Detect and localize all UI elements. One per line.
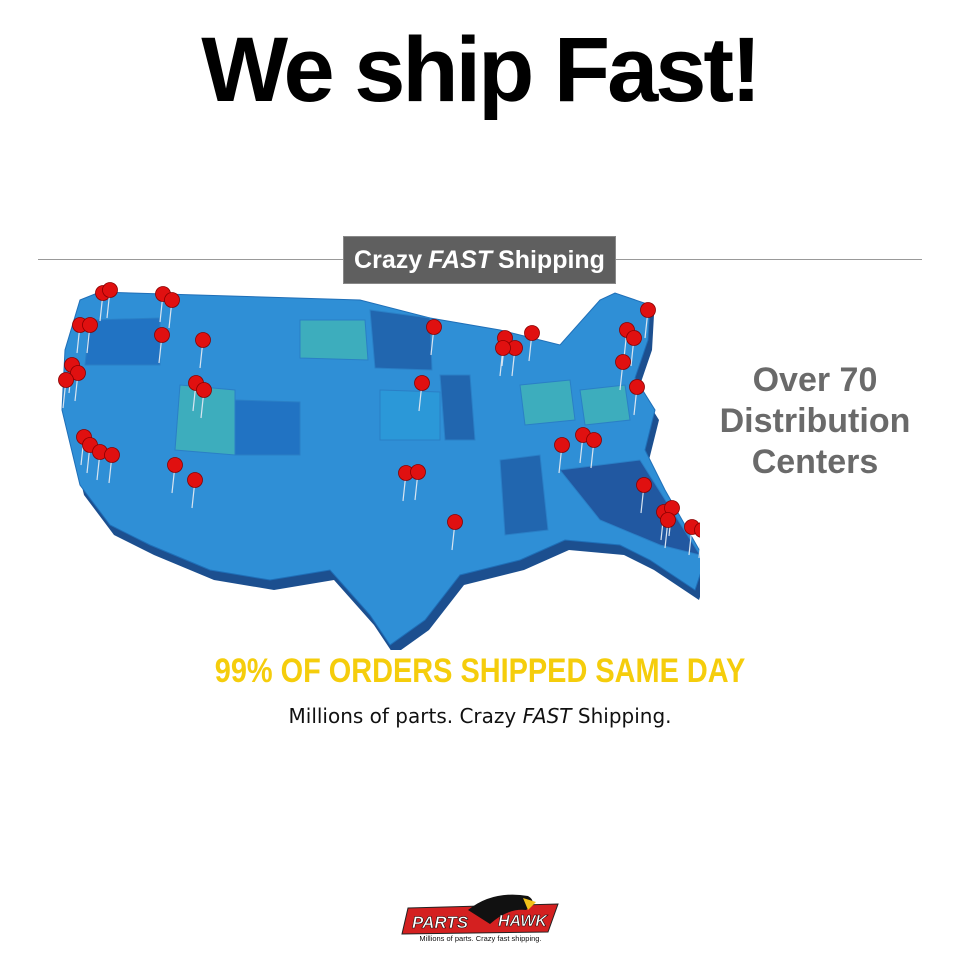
map-pin-icon (447, 514, 463, 530)
map-pin-icon (640, 302, 656, 318)
map-pin-icon (660, 512, 676, 528)
side-line-2: Distribution (719, 402, 911, 440)
divider-right (616, 259, 922, 260)
map-pin-icon (187, 472, 203, 488)
map-pin-icon (102, 282, 118, 298)
map-pin-icon (554, 437, 570, 453)
tagline-emphasis: FAST (522, 704, 572, 728)
map-pin-icon (495, 340, 511, 356)
tagline-suffix: Shipping. (571, 704, 672, 728)
badge-emphasis: FAST (428, 245, 493, 274)
map-pin-icon (586, 432, 602, 448)
pin-needle (698, 543, 700, 559)
map-pin-icon (524, 325, 540, 341)
map-pin-icon (164, 292, 180, 308)
badge-prefix: Crazy (354, 245, 423, 274)
tagline: Millions of parts. Crazy FAST Shipping. (0, 704, 960, 728)
map-pin-icon (196, 382, 212, 398)
map-pin-icon (694, 522, 700, 538)
map-pin-icon (82, 317, 98, 333)
map-pin-icon (195, 332, 211, 348)
logo-left-text: PARTS (412, 913, 469, 932)
side-line-1: Over 70 (752, 361, 878, 399)
distribution-centers-text: Over 70 Distribution Centers (700, 360, 930, 483)
badge-suffix: Shipping (498, 245, 605, 274)
map-pin-icon (104, 447, 120, 463)
map-pin-icon (626, 330, 642, 346)
headline: We ship Fast! (201, 19, 761, 121)
same-day-stat: 99% OF ORDERS SHIPPED SAME DAY (214, 652, 746, 690)
side-line-3: Centers (751, 443, 879, 481)
map-pin-icon (154, 327, 170, 343)
divider-left (38, 259, 343, 260)
logo-tagline: Millions of parts. Crazy fast shipping. (419, 934, 542, 943)
usa-outline (61, 291, 700, 646)
map-pin-icon (636, 477, 652, 493)
logo-right-text: HAWK (498, 913, 548, 930)
map-pin-icon (167, 457, 183, 473)
state-shading (84, 309, 700, 556)
parts-hawk-logo: PARTS HAWK (401, 894, 559, 935)
map-pin-icon (426, 319, 442, 335)
usa-map (58, 282, 700, 650)
map-pin-icon (414, 375, 430, 391)
map-pin-icon (615, 354, 631, 370)
crazy-fast-shipping-badge: Crazy FAST Shipping (343, 236, 616, 284)
map-pin-icon (70, 365, 86, 381)
map-pin-icon (58, 372, 74, 388)
map-pin-icon (410, 464, 426, 480)
tagline-prefix: Millions of parts. Crazy (288, 704, 523, 728)
map-pin-icon (629, 379, 645, 395)
hawk-icon (468, 894, 533, 924)
distribution-pins (58, 282, 700, 559)
